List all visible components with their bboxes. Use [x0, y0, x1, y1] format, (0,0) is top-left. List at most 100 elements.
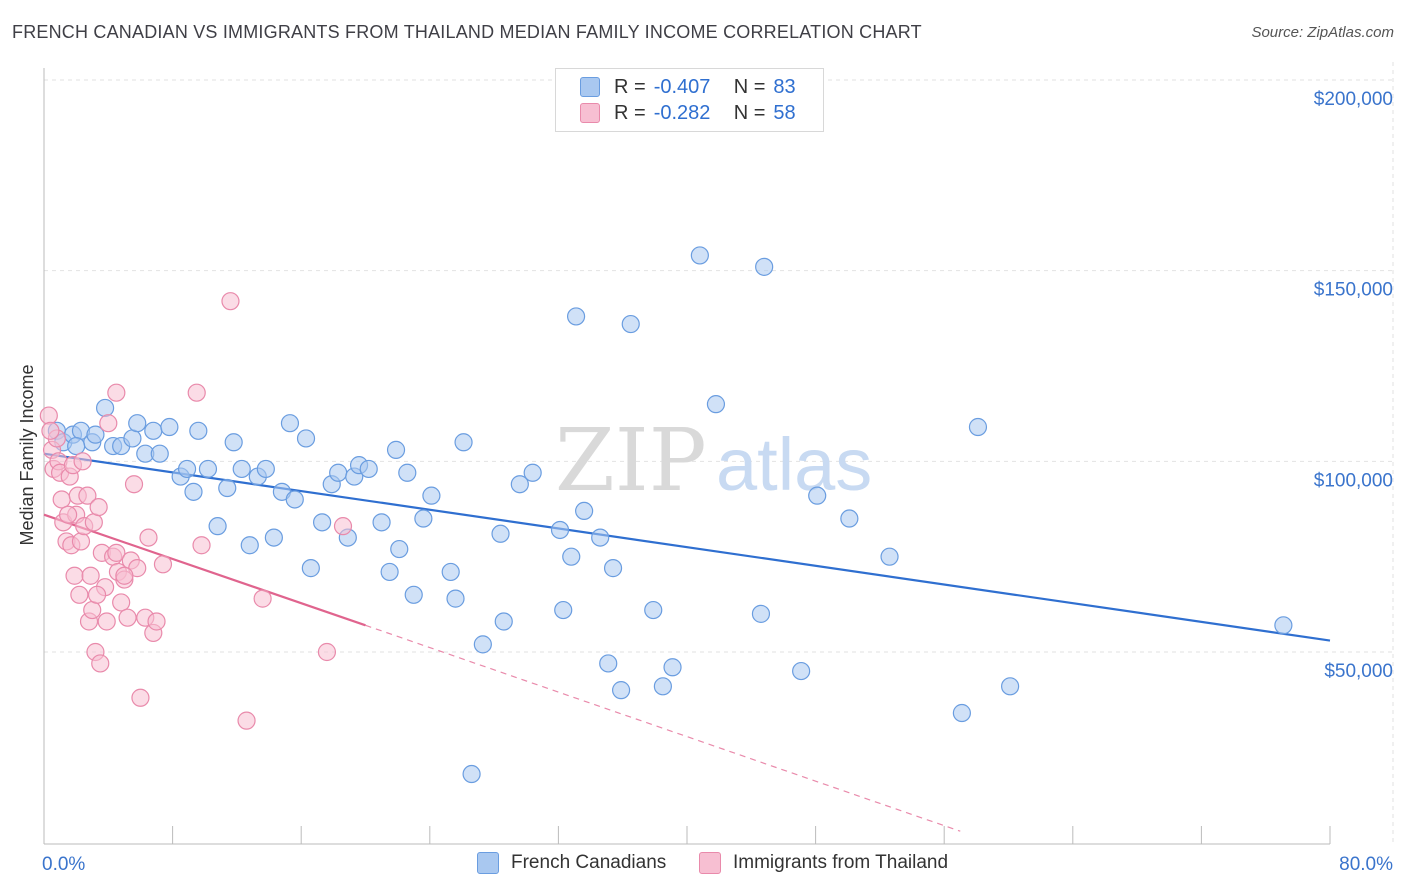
y-tick-label: $150,000 — [1314, 280, 1393, 301]
point-french-canadians — [160, 417, 179, 437]
point-thailand — [139, 528, 158, 547]
legend-r-value: -0.407 — [653, 75, 711, 98]
trend-line-thailand — [43, 513, 366, 627]
point-french-canadians — [441, 562, 460, 582]
point-french-canadians — [198, 459, 218, 479]
point-french-canadians — [240, 536, 259, 555]
point-french-canadians — [644, 600, 663, 620]
x-tick-label-min: 0.0% — [42, 854, 85, 875]
point-french-canadians — [208, 517, 227, 536]
point-thailand — [317, 642, 337, 662]
point-thailand — [115, 566, 134, 585]
point-thailand — [131, 688, 150, 707]
point-french-canadians — [232, 459, 251, 479]
point-thailand — [65, 566, 84, 585]
point-french-canadians — [621, 314, 640, 334]
point-french-canadians — [792, 661, 811, 681]
point-thailand — [39, 406, 58, 425]
point-french-canadians — [454, 433, 473, 452]
watermark-zip: ZIP — [555, 411, 707, 511]
point-french-canadians — [462, 764, 481, 784]
point-french-canadians — [296, 429, 316, 448]
point-thailand — [187, 383, 206, 402]
point-french-canadians — [177, 459, 197, 479]
point-thailand — [153, 555, 173, 574]
point-thailand — [59, 505, 78, 524]
point-french-canadians — [256, 459, 275, 479]
point-french-canadians — [386, 440, 406, 459]
point-french-canadians — [706, 395, 726, 414]
point-french-canadians — [264, 528, 283, 547]
legend-n-label: N = — [733, 101, 766, 124]
y-axis-title: Median Family Income — [17, 364, 37, 545]
chart-title: FRENCH CANADIAN VS IMMIGRANTS FROM THAIL… — [12, 22, 922, 42]
point-thailand — [87, 585, 107, 604]
point-thailand — [192, 536, 211, 555]
point-french-canadians — [390, 539, 409, 559]
point-french-canadians — [880, 547, 899, 566]
bottom-legend-label: French Canadians — [511, 852, 667, 873]
point-french-canadians — [1274, 616, 1293, 635]
point-french-canadians — [380, 562, 399, 582]
point-french-canadians — [218, 478, 237, 498]
source-label: Source: ZipAtlas.com — [1251, 24, 1394, 41]
point-french-canadians — [491, 524, 510, 543]
legend-n-label: N = — [733, 75, 766, 98]
axes — [43, 68, 1331, 845]
point-thailand — [52, 490, 71, 509]
x-tick-label-max: 80.0% — [1339, 854, 1393, 875]
legend-swatch-blue — [580, 77, 600, 97]
point-french-canadians — [1001, 677, 1020, 696]
legend-row-french-canadians: R = -0.407 N = 83 — [580, 74, 796, 100]
point-french-canadians — [67, 436, 86, 456]
point-thailand — [70, 585, 89, 604]
y-tick-label: $100,000 — [1314, 470, 1393, 491]
watermark-atlas: atlas — [716, 423, 872, 506]
point-french-canadians — [550, 520, 570, 540]
point-french-canadians — [404, 585, 423, 604]
point-french-canadians — [150, 444, 169, 463]
legend-n-value: 83 — [773, 75, 796, 98]
watermark: ZIP atlas — [555, 411, 872, 511]
point-thailand — [84, 513, 103, 532]
legend-row-thailand: R = -0.282 N = 58 — [580, 100, 796, 126]
legend-swatch-pink — [580, 103, 600, 123]
point-french-canadians — [510, 475, 529, 494]
point-french-canadians — [372, 513, 391, 532]
point-french-canadians — [523, 463, 542, 482]
point-french-canadians — [422, 486, 441, 505]
point-thailand — [253, 589, 272, 608]
point-french-canadians — [144, 421, 163, 440]
legend-n-value: 58 — [773, 101, 796, 124]
point-french-canadians — [603, 559, 623, 578]
point-thailand — [41, 421, 60, 440]
point-thailand — [71, 532, 91, 551]
tick-labels: $50,000 $100,000 $150,000 $200,000 0.0% 80.0% — [42, 89, 1393, 875]
point-french-canadians — [184, 482, 203, 501]
point-thailand — [107, 543, 126, 562]
point-french-canadians — [755, 257, 774, 276]
point-thailand — [237, 711, 256, 730]
point-thailand — [99, 414, 118, 433]
point-thailand — [118, 608, 137, 627]
point-french-canadians — [690, 246, 709, 265]
point-thailand — [73, 452, 92, 471]
point-thailand — [91, 654, 110, 673]
point-french-canadians — [128, 414, 147, 433]
point-french-canadians — [224, 433, 243, 452]
point-french-canadians — [566, 307, 586, 326]
point-thailand — [221, 292, 240, 311]
point-french-canadians — [808, 486, 827, 505]
point-french-canadians — [95, 398, 115, 418]
data-points — [39, 246, 1293, 784]
point-thailand — [333, 517, 353, 536]
point-french-canadians — [840, 509, 859, 528]
point-french-canadians — [123, 429, 142, 448]
point-thailand — [97, 612, 116, 631]
point-thailand — [124, 475, 144, 494]
point-french-canadians — [562, 547, 581, 566]
point-french-canadians — [473, 635, 492, 654]
point-french-canadians — [494, 612, 513, 631]
point-thailand — [107, 383, 126, 402]
point-french-canadians — [329, 463, 348, 482]
